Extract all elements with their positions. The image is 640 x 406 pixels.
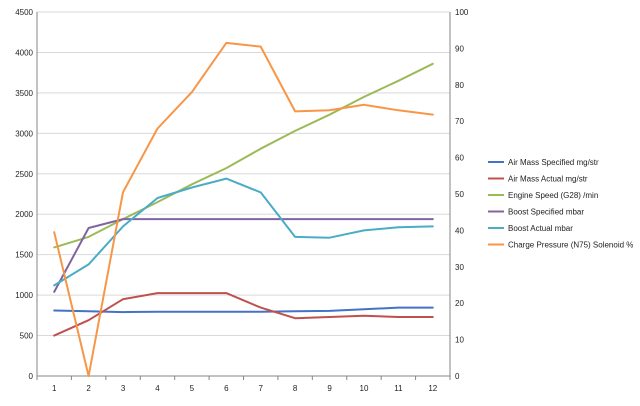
series-line-air-mass-specified-mg-str	[53, 306, 434, 314]
legend-item: Engine Speed (G28) /min	[488, 191, 598, 200]
axes: 0 500 1000 1500 2000 2500 3000 3500 4000 4500 0 10 2…	[15, 8, 469, 393]
legend-label: Engine Speed (G28) /min	[508, 191, 598, 200]
x-axis-tick-label: 11	[394, 384, 403, 393]
y-axis-tick-label: 1500	[15, 251, 33, 260]
x-axis-tick-label: 3	[121, 384, 126, 393]
y2-axis-tick-label: 0	[455, 372, 460, 381]
y-axis-tick-label: 2000	[15, 210, 33, 219]
series-line-air-mass-actual-mg-str	[53, 292, 434, 337]
legend-item: Boost Specified mbar	[488, 208, 584, 217]
y-axis-tick-label: 3000	[15, 129, 33, 138]
x-axis-tick-label: 7	[258, 384, 263, 393]
x-axis-tick-label: 6	[224, 384, 229, 393]
legend-label: Air Mass Specified mg/str	[508, 158, 599, 167]
y-axis-tick-label: 3500	[15, 89, 33, 98]
series-line-charge-pressure-n75-solenoid	[53, 41, 434, 377]
y2-axis-tick-label: 70	[455, 117, 464, 126]
y2-axis-tick-label: 90	[455, 44, 464, 53]
y2-axis-tick-label: 10	[455, 336, 464, 345]
x-axis-tick-label: 5	[190, 384, 195, 393]
legend-item: Charge Pressure (N75) Solenoid %	[488, 241, 633, 250]
x-axis-tick-label: 9	[327, 384, 332, 393]
legend: Air Mass Specified mg/str Air Mass Actual…	[488, 158, 633, 250]
y-axis-tick-label: 0	[29, 372, 34, 381]
y-axis-tick-label: 500	[20, 332, 34, 341]
y-axis-tick-label: 4000	[15, 48, 33, 57]
x-axis-tick-label: 2	[86, 384, 91, 393]
legend-label: Boost Specified mbar	[508, 208, 584, 217]
x-axis-tick-label: 1	[52, 384, 57, 393]
y2-axis-tick-label: 60	[455, 154, 464, 163]
legend-label: Boost Actual mbar	[508, 224, 573, 233]
legend-item: Boost Actual mbar	[488, 224, 573, 233]
gridlines	[37, 11, 450, 377]
x-axis-tick-label: 12	[428, 384, 437, 393]
x-axis-tick-label: 10	[360, 384, 369, 393]
legend-item: Air Mass Specified mg/str	[488, 158, 599, 167]
y2-axis-tick-label: 30	[455, 263, 464, 272]
x-axis-tick-label: 4	[155, 384, 160, 393]
y2-axis-tick-label: 20	[455, 299, 464, 308]
x-axis-tick-label: 8	[293, 384, 298, 393]
y-axis-tick-label: 4500	[15, 8, 33, 17]
y2-axis-tick-label: 80	[455, 81, 464, 90]
legend-label: Charge Pressure (N75) Solenoid %	[508, 241, 633, 250]
y-axis-tick-label: 2500	[15, 170, 33, 179]
y2-axis-tick-label: 50	[455, 190, 464, 199]
y2-axis-tick-label: 40	[455, 226, 464, 235]
legend-item: Air Mass Actual mg/str	[488, 175, 588, 184]
legend-label: Air Mass Actual mg/str	[508, 175, 588, 184]
y2-axis-tick-label: 100	[455, 8, 469, 17]
series-line-boost-actual-mbar	[53, 177, 434, 287]
series-lines	[53, 41, 434, 377]
y-axis-tick-label: 1000	[15, 291, 33, 300]
